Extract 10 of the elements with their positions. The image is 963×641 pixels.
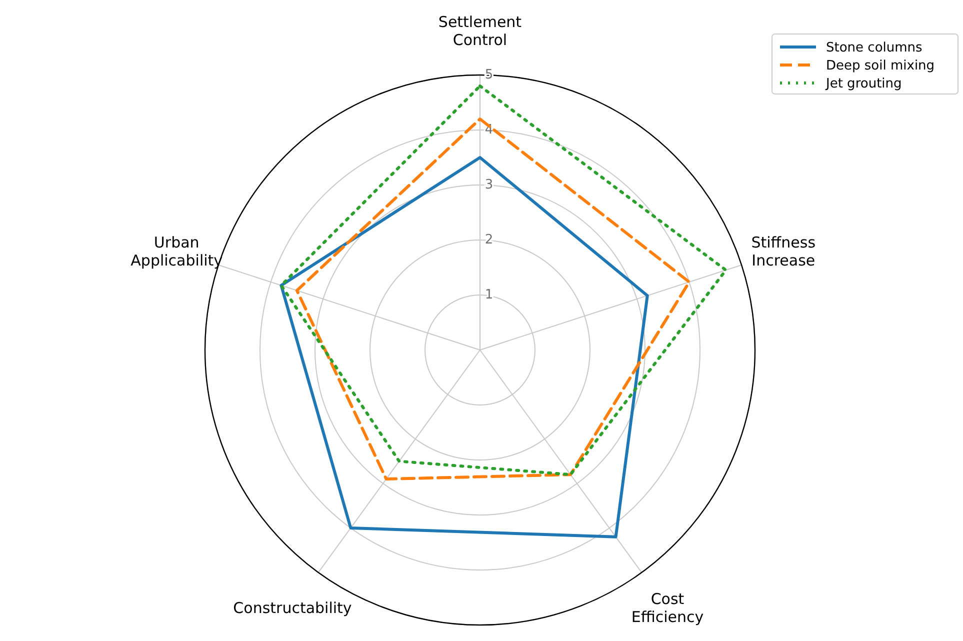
legend-label: Deep soil mixing (826, 58, 935, 74)
y-tick-label: 1 (484, 288, 494, 302)
spoke-label: Constructability (233, 599, 352, 618)
legend-label: Jet grouting (825, 76, 902, 92)
y-tick-label: 2 (484, 232, 494, 248)
spoke-label: Settlement Control (438, 13, 522, 49)
spoke-label: Cost Efficiency (631, 590, 704, 626)
spoke-label: Stiffness Increase (751, 233, 816, 270)
legend-label: Stone columns (826, 40, 923, 56)
y-tick-label: 3 (484, 178, 494, 192)
